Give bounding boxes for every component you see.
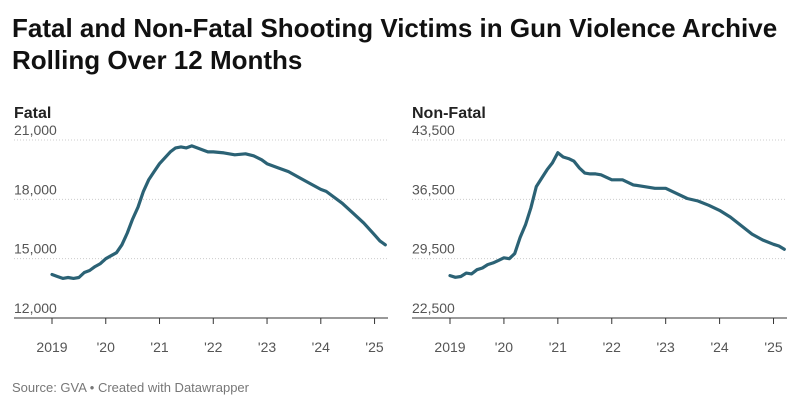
chart-title: Fatal and Non-Fatal Shooting Victims in … xyxy=(12,13,778,75)
non-fatal-panel: Non-Fatal 22,500 29,500 36,500 43,500 2019 '20… xyxy=(412,105,787,355)
y-tick-label: 22,500 xyxy=(412,300,455,316)
x-tick-label: '20 xyxy=(495,339,513,355)
series-line xyxy=(50,144,387,280)
x-tick-label: '24 xyxy=(312,339,330,355)
x-tick-label: '24 xyxy=(710,339,728,355)
x-tick-label: '21 xyxy=(549,339,567,355)
x-tick-label: '25 xyxy=(764,339,782,355)
x-tick-label: '23 xyxy=(258,339,276,355)
y-tick-label: 36,500 xyxy=(412,181,455,197)
y-tick-label: 29,500 xyxy=(412,241,455,257)
y-tick-label: 12,000 xyxy=(14,300,57,316)
y-tick-label: 15,000 xyxy=(14,241,57,257)
x-tick-label: 2019 xyxy=(434,339,465,355)
source-note: Source: GVA • Created with Datawrapper xyxy=(12,380,249,395)
panel-title: Fatal xyxy=(14,105,51,122)
x-tick-label: '21 xyxy=(150,339,168,355)
x-tick-label: '20 xyxy=(97,339,115,355)
fatal-panel: Fatal 12,000 15,000 18,000 21,000 2019 '20 '21 '… xyxy=(14,105,388,355)
charts-area: Fatal 12,000 15,000 18,000 21,000 2019 '20 '21 '… xyxy=(14,105,787,355)
x-tick-label: '25 xyxy=(365,339,383,355)
x-tick-label: '22 xyxy=(204,339,222,355)
y-tick-label: 43,500 xyxy=(412,122,455,138)
x-tick-label: '22 xyxy=(603,339,621,355)
panel-title: Non-Fatal xyxy=(412,105,486,122)
y-tick-label: 18,000 xyxy=(14,181,57,197)
x-tick-label: '23 xyxy=(657,339,675,355)
series-line xyxy=(448,151,786,279)
x-tick-label: 2019 xyxy=(36,339,67,355)
y-tick-label: 21,000 xyxy=(14,122,57,138)
